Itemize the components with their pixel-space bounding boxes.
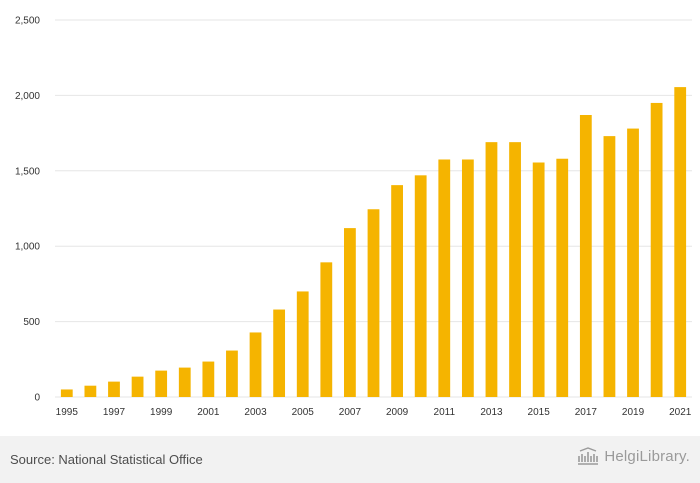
bar-2020[interactable] [650,102,663,397]
x-axis-ticks: 1995 1997 1999 2001 2003 2005 2007 2009 2011 2013… [56,407,692,418]
y-tick-label: 2,000 [15,91,40,102]
bar-2004[interactable] [273,309,286,397]
y-tick-label: 0 [34,393,40,404]
x-tick-label: 2015 [528,407,551,418]
bar-2010[interactable] [414,175,427,397]
bar-2000[interactable] [178,367,191,397]
x-tick-label: 2005 [292,407,315,418]
bar-1997[interactable] [108,381,120,397]
bar-2001[interactable] [202,361,215,397]
bar-2019[interactable] [627,128,639,398]
bar-2007[interactable] [344,228,356,397]
x-tick-label: 2003 [244,407,267,418]
chart-footer: Source: National Statistical Office Helg… [0,436,700,483]
bar-1998[interactable] [131,376,144,397]
bar-chart: 0 500 1,000 1,500 2,000 2,500 1995 1997 1999 200… [15,16,692,418]
x-tick-label: 2007 [339,407,362,418]
x-tick-label: 2011 [434,407,456,418]
bar-2002[interactable] [226,350,238,397]
source-note: Source: National Statistical Office [10,452,203,467]
bar-2015[interactable] [532,162,545,397]
x-tick-label: 2019 [622,407,645,418]
x-tick-label: 2017 [575,407,598,418]
helgi-library-logo[interactable]: HelgiLibrary. [576,447,690,465]
bar-1999[interactable] [155,370,168,397]
y-tick-label: 2,500 [15,16,40,27]
bar-2016[interactable] [556,158,569,397]
bar-2012[interactable] [461,159,474,397]
y-tick-label: 1,000 [15,242,40,253]
bar-2014[interactable] [509,142,521,397]
x-tick-label: 2021 [669,407,692,418]
bar-1995[interactable] [60,389,73,397]
x-tick-label: 2013 [480,407,503,418]
x-tick-label: 1999 [150,407,173,418]
bar-2018[interactable] [603,136,616,397]
y-axis-ticks: 0 500 1,000 1,500 2,000 2,500 [15,16,40,404]
bar-2008[interactable] [367,209,380,397]
x-tick-label: 2001 [197,407,220,418]
x-tick-label: 2009 [386,407,409,418]
logo-text: HelgiLibrary. [604,447,690,465]
library-building-icon [578,447,599,465]
bar-2021[interactable] [674,87,687,397]
x-tick-label: 1997 [103,407,126,418]
bar-1996[interactable] [84,385,97,397]
bars [60,87,687,398]
y-tick-label: 1,500 [15,166,40,177]
bar-2017[interactable] [579,115,592,397]
bar-2005[interactable] [296,291,309,397]
bar-2013[interactable] [485,142,498,397]
bar-2011[interactable] [438,159,451,397]
bar-2003[interactable] [249,332,262,397]
bar-2006[interactable] [320,262,333,397]
x-tick-label: 1995 [56,407,79,418]
y-tick-label: 500 [23,317,40,328]
bar-2009[interactable] [391,185,403,397]
